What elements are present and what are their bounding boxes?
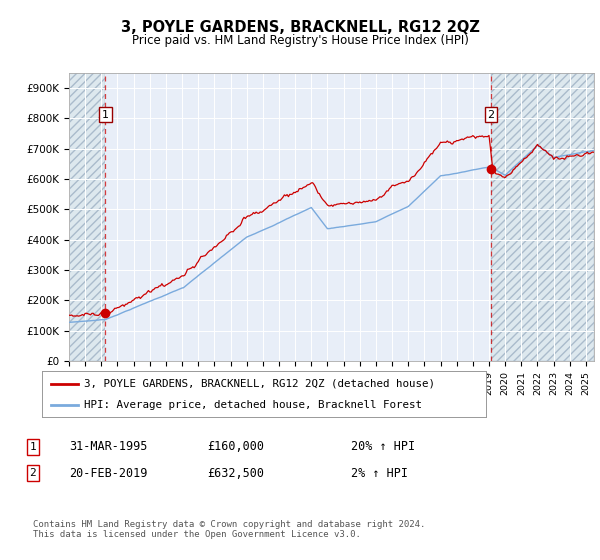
Text: HPI: Average price, detached house, Bracknell Forest: HPI: Average price, detached house, Brac… [84,400,422,410]
Text: 1: 1 [102,110,109,120]
Text: 2% ↑ HPI: 2% ↑ HPI [351,466,408,480]
Text: Price paid vs. HM Land Registry's House Price Index (HPI): Price paid vs. HM Land Registry's House … [131,34,469,46]
Text: 31-MAR-1995: 31-MAR-1995 [69,440,148,454]
Text: £632,500: £632,500 [207,466,264,480]
Text: 3, POYLE GARDENS, BRACKNELL, RG12 2QZ (detached house): 3, POYLE GARDENS, BRACKNELL, RG12 2QZ (d… [84,379,435,389]
Bar [106,73,491,361]
Text: 20-FEB-2019: 20-FEB-2019 [69,466,148,480]
Text: 2: 2 [488,110,494,120]
Text: 3, POYLE GARDENS, BRACKNELL, RG12 2QZ: 3, POYLE GARDENS, BRACKNELL, RG12 2QZ [121,20,479,35]
Text: 2: 2 [29,468,37,478]
Text: Contains HM Land Registry data © Crown copyright and database right 2024.
This d: Contains HM Land Registry data © Crown c… [33,520,425,539]
Text: 20% ↑ HPI: 20% ↑ HPI [351,440,415,454]
Text: 1: 1 [29,442,37,452]
Text: £160,000: £160,000 [207,440,264,454]
